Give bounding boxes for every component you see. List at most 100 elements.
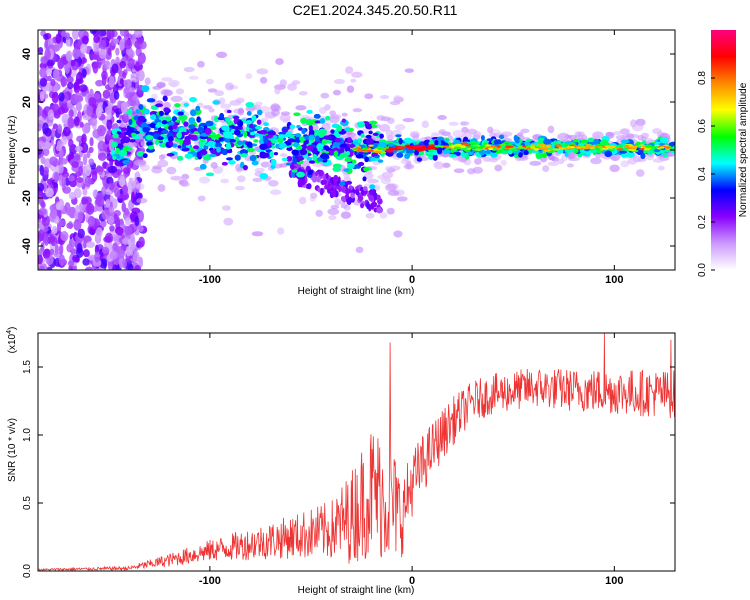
x-tick-label: -100 — [199, 274, 221, 286]
heatmap-cell — [310, 192, 318, 199]
heatmap-cell — [150, 114, 157, 121]
heatmap-cell — [247, 147, 255, 153]
heatmap-cell — [437, 115, 447, 120]
heatmap-cell — [62, 126, 71, 137]
heatmap-cell — [355, 246, 364, 254]
heatmap-cell — [124, 79, 133, 90]
heatmap-cell — [365, 134, 372, 139]
heatmap-cell — [300, 117, 307, 124]
heatmap-cell — [426, 145, 431, 148]
heatmap-cell — [95, 196, 105, 207]
heatmap-cell — [506, 145, 514, 149]
heatmap-cell — [68, 109, 74, 118]
heatmap-cell — [490, 152, 498, 158]
heatmap-cell — [119, 60, 127, 69]
heatmap-cell — [38, 105, 44, 117]
heatmap-cell — [82, 258, 90, 266]
heatmap-cell — [122, 237, 131, 245]
heatmap-cell — [156, 82, 166, 88]
heatmap-cell — [131, 177, 138, 183]
heatmap-cell — [453, 168, 465, 174]
heatmap-cell — [333, 130, 338, 137]
heatmap-cell — [342, 197, 346, 203]
heatmap-cell — [343, 168, 350, 172]
heatmap-cell — [283, 134, 292, 138]
heatmap-cell — [347, 137, 353, 143]
heatmap-cell — [163, 107, 170, 113]
heatmap-cell — [218, 97, 226, 105]
heatmap-cell — [193, 145, 200, 150]
heatmap-cell — [312, 153, 318, 161]
heatmap-cell — [136, 197, 148, 204]
heatmap-cell — [472, 131, 482, 138]
heatmap-cell — [79, 121, 84, 128]
heatmap-cell — [287, 83, 298, 91]
heatmap-cell — [50, 78, 56, 87]
x-tick-label: 0 — [409, 274, 415, 286]
heatmap-cell — [42, 147, 50, 157]
heatmap-cell — [357, 195, 364, 201]
heatmap-cell — [52, 182, 58, 189]
heatmap-cell — [39, 77, 48, 87]
heatmap-cell — [368, 130, 373, 135]
heatmap-cell — [242, 165, 248, 171]
heatmap-cell — [259, 76, 268, 84]
heatmap-cell — [325, 115, 331, 121]
heatmap-cell — [89, 30, 97, 35]
heatmap-cell — [306, 156, 313, 161]
heatmap-cell — [547, 161, 559, 167]
heatmap-cell — [121, 202, 127, 213]
heatmap-cell — [67, 260, 75, 267]
heatmap-cell — [425, 147, 431, 151]
heatmap-cell — [38, 229, 45, 242]
heatmap-cell — [416, 157, 423, 162]
heatmap-cell — [170, 175, 183, 181]
heatmap-cell — [122, 146, 130, 151]
heatmap-cell — [389, 100, 401, 106]
snr-y-label: SNR (10 * v/v) — [7, 418, 18, 482]
heatmap-cell — [188, 75, 199, 80]
heatmap-cell — [334, 198, 342, 206]
heatmap-cell — [520, 128, 530, 134]
heatmap-cell — [98, 48, 106, 60]
heatmap-cell — [141, 85, 150, 93]
heatmap-cell — [293, 112, 301, 117]
heatmap-cell — [374, 150, 382, 154]
heatmap-cell — [664, 146, 671, 149]
heatmap-cell — [315, 135, 320, 142]
heatmap-cell — [81, 133, 87, 144]
heatmap-cell — [620, 160, 630, 168]
heatmap-cell — [535, 153, 541, 160]
heatmap-cell — [58, 254, 66, 266]
heatmap-cell — [38, 46, 44, 54]
heatmap-cell — [599, 139, 609, 147]
heatmap-cell — [254, 125, 263, 130]
heatmap-cell — [82, 249, 90, 258]
heatmap-cell — [145, 135, 154, 141]
heatmap-cell — [129, 233, 135, 244]
heatmap-cell — [45, 266, 53, 270]
heatmap-cell — [60, 76, 68, 87]
heatmap-cell — [92, 92, 101, 100]
heatmap-cell — [138, 225, 144, 232]
heatmap-cell — [269, 150, 274, 158]
heatmap-cell — [168, 141, 174, 147]
heatmap-cell — [270, 158, 277, 166]
heatmap-cell — [73, 219, 82, 231]
heatmap-cell — [107, 166, 116, 174]
heatmap-cell — [360, 202, 365, 209]
heatmap-cell — [94, 251, 100, 263]
heatmap-cell — [120, 138, 125, 145]
heatmap-cell — [621, 153, 628, 158]
colorbar-tick-label: 0.0 — [697, 263, 708, 277]
snr-multiplier: (x104) — [6, 327, 18, 354]
heatmap-cell — [176, 155, 184, 161]
heatmap-cell — [333, 174, 339, 183]
heatmap-cell — [38, 183, 45, 192]
heatmap-cell — [625, 133, 635, 140]
heatmap-cell — [473, 158, 482, 165]
heatmap-cell — [240, 153, 248, 158]
heatmap-cell — [197, 126, 205, 134]
heatmap-cell — [385, 129, 393, 138]
heatmap-cell — [71, 30, 79, 40]
